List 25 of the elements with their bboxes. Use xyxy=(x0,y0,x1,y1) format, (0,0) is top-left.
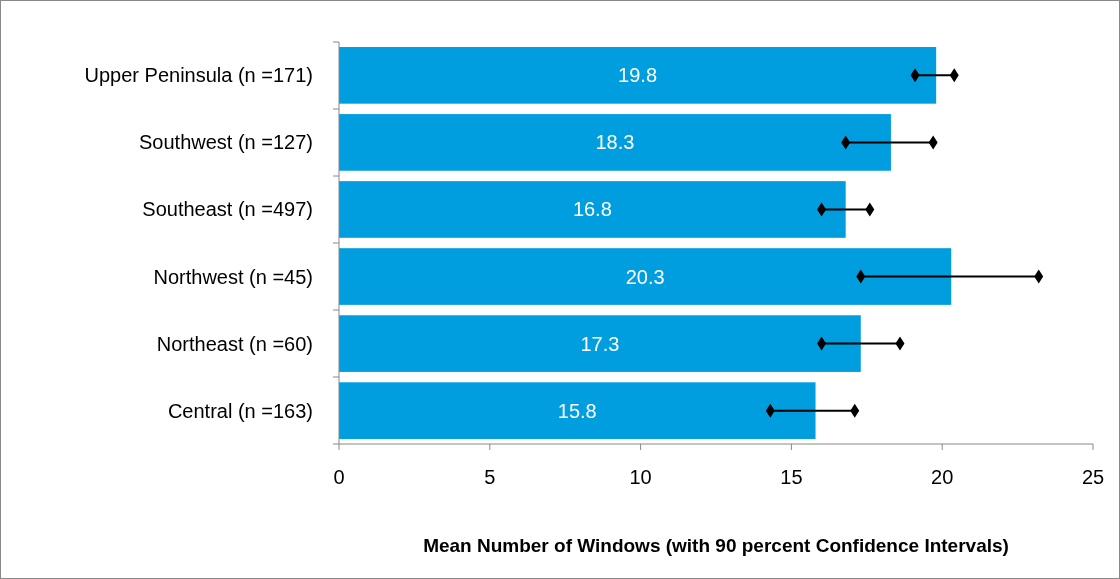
y-tick-label: Northwest (n =45) xyxy=(153,265,313,288)
x-tick-label: 10 xyxy=(629,466,652,488)
y-tick-label: Northeast (n =60) xyxy=(156,332,313,355)
bar xyxy=(339,315,861,372)
data-label: 17.3 xyxy=(580,332,620,355)
x-tick-label: 25 xyxy=(1081,466,1105,488)
y-tick-label: Southwest (n =127) xyxy=(139,131,313,154)
x-axis-title: Mean Number of Windows (with 90 percent Confidence Intervals) xyxy=(423,535,1009,556)
bar xyxy=(339,181,846,238)
bar xyxy=(339,114,891,171)
y-tick-label: Southeast (n =497) xyxy=(142,198,313,221)
data-label: 19.8 xyxy=(618,64,658,87)
y-tick-label: Central (n =163) xyxy=(167,399,313,422)
y-tick-label: Upper Peninsula (n =171) xyxy=(84,64,313,87)
data-label: 16.8 xyxy=(572,198,612,221)
x-tick-label: 0 xyxy=(333,466,345,488)
x-tick-label: 20 xyxy=(931,466,954,488)
bar xyxy=(339,47,937,104)
bar xyxy=(339,382,816,439)
x-tick-label: 15 xyxy=(780,466,803,488)
x-tick-label: 5 xyxy=(484,466,496,488)
bar xyxy=(339,248,952,305)
data-label: 20.3 xyxy=(625,265,665,288)
data-label: 18.3 xyxy=(595,131,635,154)
data-label: 15.8 xyxy=(557,399,597,422)
